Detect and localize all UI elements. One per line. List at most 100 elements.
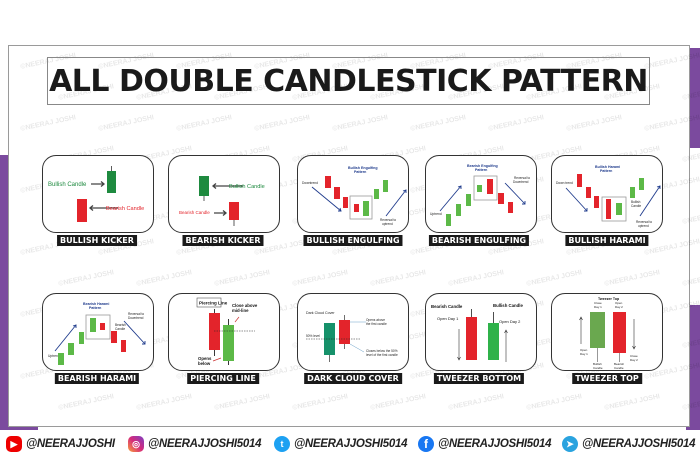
close-day-2-label-2: Day 2 — [630, 358, 638, 362]
twitter-handle[interactable]: @NEERAJJOSHI5014 — [294, 438, 408, 450]
close-label: Close above — [232, 303, 258, 308]
bullish-candle-label: Bullish — [593, 362, 602, 366]
social-instagram[interactable]: ◎ @NEERAJJOSHI5014 — [128, 436, 261, 452]
label-bullish-engulfing: BULLISH ENGULFING — [303, 235, 403, 246]
facebook-icon: f — [418, 436, 434, 452]
social-footer: ▶ @NEERAJJOSHI ◎ @NEERAJJOSHI5014 t @NEE… — [0, 436, 700, 456]
close-label: Closes below the 50% — [366, 349, 398, 353]
bearish-kicker-diagram: Bullish Candle Bearish Candle — [179, 176, 265, 226]
bullish-candle-label-2: Candle — [593, 366, 603, 370]
reversal-label: Reversal to — [128, 312, 144, 316]
close-label-2: level of the first candle — [366, 353, 398, 357]
reversal-label: Reversal to — [514, 176, 530, 180]
pattern-title: Tweezer Top — [598, 297, 620, 301]
reversal-label: Reversal to — [636, 220, 652, 224]
reversal-label-2: Downtrend — [513, 180, 529, 184]
bearish-engulfing-diagram: Bearish Engulfing Pattern Uptrend Revers… — [430, 164, 530, 226]
page-title: ALL DOUBLE CANDLESTICK PATTERN — [49, 63, 648, 99]
label-piercing-line: PIERCING LINE — [187, 373, 259, 384]
bearish-candle — [77, 199, 87, 222]
open-label-2: the first candle — [366, 322, 387, 326]
reversal-label-2: uptrend — [638, 224, 649, 228]
bullish-candle — [107, 171, 116, 193]
twitter-icon: t — [274, 436, 290, 452]
open-day-2-label-2: Day 2 — [615, 305, 623, 309]
pattern-title: Piercing Line — [199, 301, 228, 306]
pattern-title-2: Pattern — [475, 168, 487, 172]
bullish-engulfing-diagram: Bullish Engulfing Pattern Downtrend Reve… — [302, 166, 407, 226]
open-label: Opens above — [366, 318, 385, 322]
trend-label: Downtrend — [302, 181, 318, 185]
pattern-title: Bullish Harami — [595, 165, 620, 169]
trend-label: Down trend — [556, 181, 573, 185]
open-day-1-label-2: Day 1 — [580, 352, 588, 356]
tweezer-bottom-diagram: Bearish Candle Bullish Candle Open Day 1… — [431, 303, 523, 362]
social-telegram[interactable]: ➤ @NEERAJJOSHI5014 — [562, 436, 695, 452]
bearish-candle-label: Bearish Candle — [431, 304, 463, 309]
title-box: ALL DOUBLE CANDLESTICK PATTERN — [47, 57, 650, 105]
piercing-line-diagram: Piercing Line Close above mid-line Opens… — [196, 297, 258, 366]
bullish-candle-label: Bullish Candle — [229, 184, 265, 190]
trend-label: Uptrend — [48, 354, 60, 358]
open-day-2-label: Open Day 2 — [499, 319, 521, 324]
card-tweezer-bottom: Bearish Candle Bullish Candle Open Day 1… — [425, 293, 537, 371]
card-bearish-harami: Bearish Harami Pattern Uptrend Bearish C… — [42, 293, 154, 371]
trend-label: Uptrend — [430, 212, 442, 216]
bearish-harami-diagram: Bearish Harami Pattern Uptrend Bearish C… — [48, 302, 146, 365]
open-day-1-label: Open — [580, 348, 588, 352]
label-bullish-harami: BULLISH HARAMI — [565, 235, 649, 246]
card-bullish-harami: Bullish Harami Pattern Down trend Bullis… — [551, 155, 663, 233]
instagram-icon: ◎ — [128, 436, 144, 452]
candle-label: Bearish — [115, 323, 126, 327]
pattern-title: Dark Cloud Cover — [306, 311, 335, 315]
open-day-2-label: Open — [615, 301, 623, 305]
pattern-title: Bullish Engulfing — [348, 166, 378, 170]
bearish-candle-label: Bearish Candle — [179, 210, 210, 215]
label-dark-cloud-cover: DARK CLOUD COVER — [304, 373, 402, 384]
card-dark-cloud-cover: Dark Cloud Cover 50% level Opens above t… — [297, 293, 409, 371]
card-tweezer-top: Tweezer Top Close Day 1 Open Day 2 Open … — [551, 293, 663, 371]
label-bullish-kicker: BULLISH KICKER — [57, 235, 137, 246]
youtube-handle[interactable]: @NEERAJJOSHI — [26, 438, 115, 450]
dark-cloud-cover-diagram: Dark Cloud Cover 50% level Opens above t… — [306, 311, 398, 362]
card-bearish-kicker: Bullish Candle Bearish Candle — [168, 155, 280, 233]
label-bearish-kicker: BEARISH KICKER — [182, 235, 264, 246]
card-bullish-engulfing: Bullish Engulfing Pattern Downtrend Reve… — [297, 155, 409, 233]
pattern-title-2: Pattern — [600, 169, 612, 173]
label-bearish-harami: BEARISH HARAMI — [54, 373, 140, 384]
social-twitter[interactable]: t @NEERAJJOSHI5014 — [274, 436, 407, 452]
bearish-candle-label: Bearish — [614, 362, 625, 366]
bullish-candle-label: Bullish Candle — [493, 303, 523, 308]
facebook-handle[interactable]: @NEERAJJOSHI5014 — [438, 438, 552, 450]
pattern-title-2: Pattern — [89, 306, 101, 310]
tweezer-top-diagram: Tweezer Top Close Day 1 Open Day 2 Open … — [579, 297, 638, 370]
open-label: Opens — [198, 356, 212, 361]
candle-label-2: Candle — [115, 327, 125, 331]
telegram-icon: ➤ — [562, 436, 578, 452]
open-day-1-label: Open Day 1 — [437, 316, 459, 321]
purple-accent-bottom-left — [0, 424, 38, 430]
close-day-1-label-2: Day 1 — [594, 305, 602, 309]
card-piercing-line: Piercing Line Close above mid-line Opens… — [168, 293, 280, 371]
reversal-label-2: Downtrend — [128, 316, 144, 320]
level-label: 50% level — [306, 334, 320, 338]
youtube-icon: ▶ — [6, 436, 22, 452]
purple-accent-right-top — [690, 48, 700, 148]
instagram-handle[interactable]: @NEERAJJOSHI5014 — [148, 438, 262, 450]
open-label-2: below — [198, 361, 211, 366]
pattern-title: Bearish Engulfing — [467, 164, 498, 168]
card-bullish-kicker: Bullish Candle Bearish Candle — [42, 155, 154, 233]
bullish-candle-label: Bullish Candle — [48, 182, 87, 188]
purple-accent-left — [0, 155, 9, 430]
telegram-handle[interactable]: @NEERAJJOSHI5014 — [582, 438, 696, 450]
social-youtube[interactable]: ▶ @NEERAJJOSHI — [6, 436, 115, 452]
label-tweezer-bottom: TWEEZER BOTTOM — [433, 373, 525, 384]
bearish-candle-label-2: Candle — [614, 366, 624, 370]
social-facebook[interactable]: f @NEERAJJOSHI5014 — [418, 436, 551, 452]
label-bearish-engulfing: BEARISH ENGULFING — [428, 235, 530, 246]
candle-label: Bullish — [631, 200, 641, 204]
pattern-title: Bearish Harami — [83, 302, 109, 306]
reversal-label: Reversal to — [380, 218, 396, 222]
candle-label-2: Candle — [631, 204, 641, 208]
label-tweezer-top: TWEEZER TOP — [572, 373, 642, 384]
